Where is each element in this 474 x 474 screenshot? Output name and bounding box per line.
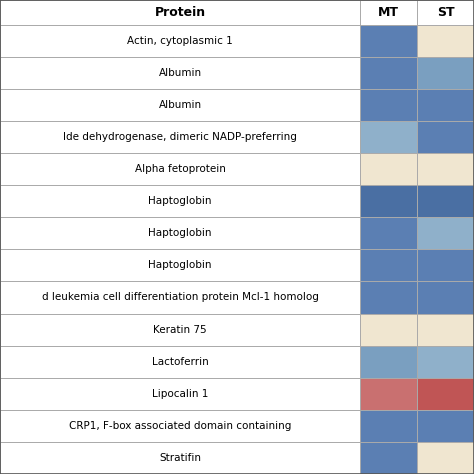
Text: lde dehydrogenase, dimeric NADP-preferring: lde dehydrogenase, dimeric NADP-preferri… (63, 132, 297, 142)
Bar (0, 313, 360, 346)
Bar (0, 153, 360, 185)
Text: Haptoglobin: Haptoglobin (148, 260, 212, 270)
Text: Haptoglobin: Haptoglobin (148, 196, 212, 206)
Bar (417, 57, 474, 89)
Text: ST: ST (437, 6, 455, 19)
Bar (360, 0, 417, 25)
Text: Alpha fetoprotein: Alpha fetoprotein (135, 164, 226, 174)
Bar (0, 89, 360, 121)
Bar (0, 0, 360, 25)
Bar (0, 121, 360, 153)
Bar (417, 217, 474, 249)
Bar (417, 346, 474, 378)
Bar (417, 0, 474, 25)
Bar (360, 442, 417, 474)
Text: MT: MT (378, 6, 399, 19)
Bar (360, 153, 417, 185)
Bar (0, 346, 360, 378)
Bar (360, 410, 417, 442)
Bar (0, 378, 360, 410)
Bar (417, 185, 474, 217)
Bar (417, 249, 474, 282)
Text: Albumin: Albumin (159, 100, 201, 110)
Bar (417, 378, 474, 410)
Bar (360, 217, 417, 249)
Bar (417, 282, 474, 313)
Bar (360, 282, 417, 313)
Text: Keratin 75: Keratin 75 (153, 325, 207, 335)
Bar (417, 313, 474, 346)
Bar (417, 25, 474, 57)
Bar (0, 249, 360, 282)
Bar (0, 185, 360, 217)
Text: Actin, cytoplasmic 1: Actin, cytoplasmic 1 (127, 36, 233, 46)
Text: d leukemia cell differentiation protein Mcl-1 homolog: d leukemia cell differentiation protein … (42, 292, 319, 302)
Bar (417, 89, 474, 121)
Text: CRP1, F-box associated domain containing: CRP1, F-box associated domain containing (69, 421, 292, 431)
Text: Lipocalin 1: Lipocalin 1 (152, 389, 208, 399)
Bar (360, 313, 417, 346)
Text: Stratifin: Stratifin (159, 453, 201, 463)
Bar (417, 121, 474, 153)
Bar (360, 57, 417, 89)
Bar (0, 442, 360, 474)
Bar (360, 378, 417, 410)
Bar (360, 185, 417, 217)
Bar (360, 121, 417, 153)
Bar (0, 217, 360, 249)
Bar (0, 25, 360, 57)
Bar (360, 89, 417, 121)
Bar (0, 410, 360, 442)
Bar (0, 282, 360, 313)
Bar (417, 410, 474, 442)
Text: Albumin: Albumin (159, 68, 201, 78)
Bar (360, 25, 417, 57)
Bar (0, 57, 360, 89)
Bar (360, 249, 417, 282)
Bar (360, 346, 417, 378)
Bar (417, 153, 474, 185)
Text: Protein: Protein (155, 6, 206, 19)
Bar (417, 442, 474, 474)
Text: Lactoferrin: Lactoferrin (152, 356, 209, 367)
Text: Haptoglobin: Haptoglobin (148, 228, 212, 238)
